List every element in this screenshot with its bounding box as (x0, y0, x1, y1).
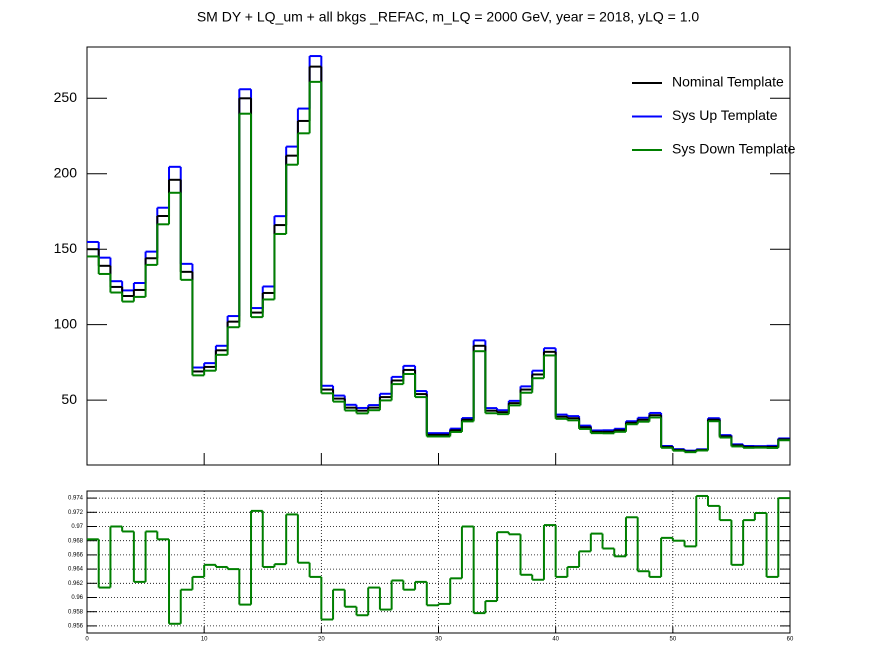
y-tick-label: 100 (54, 315, 78, 331)
y-tick-label: 0.962 (68, 581, 84, 587)
y-tick-label: 0.974 (68, 496, 84, 502)
x-tick-label: 30 (435, 637, 442, 643)
chart-title: SM DY + LQ_um + all bkgs _REFAC, m_LQ = … (197, 9, 700, 25)
y-tick-label: 200 (54, 164, 78, 180)
x-tick-label: 50 (669, 637, 676, 643)
y-tick-label: 0.96 (71, 595, 83, 601)
y-tick-label: 50 (61, 391, 77, 407)
y-tick-label: 0.966 (68, 552, 84, 558)
x-tick-label: 0 (85, 637, 89, 643)
legend-label: Nominal Template (672, 74, 784, 90)
legend-label: Sys Down Template (672, 141, 796, 157)
x-tick-label: 40 (552, 637, 559, 643)
y-tick-label: 0.972 (68, 510, 84, 516)
x-tick-label: 10 (201, 637, 208, 643)
y-tick-label: 0.958 (68, 609, 84, 615)
y-tick-label: 150 (54, 240, 78, 256)
x-tick-label: 20 (318, 637, 325, 643)
y-tick-label: 0.956 (68, 623, 84, 629)
y-tick-label: 0.97 (71, 524, 83, 530)
y-tick-label: 0.964 (68, 567, 84, 573)
y-tick-label: 250 (54, 89, 78, 105)
x-tick-label: 60 (787, 637, 794, 643)
y-tick-label: 0.968 (68, 538, 84, 544)
legend-label: Sys Up Template (672, 107, 778, 123)
